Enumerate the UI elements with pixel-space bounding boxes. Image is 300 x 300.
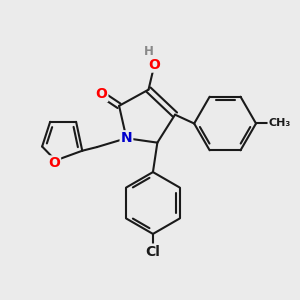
Text: O: O	[148, 58, 160, 72]
Text: Cl: Cl	[146, 244, 160, 259]
Text: N: N	[121, 131, 132, 145]
Text: H: H	[144, 45, 154, 58]
Text: O: O	[95, 87, 107, 101]
Text: O: O	[48, 156, 60, 170]
Text: CH₃: CH₃	[268, 118, 291, 128]
